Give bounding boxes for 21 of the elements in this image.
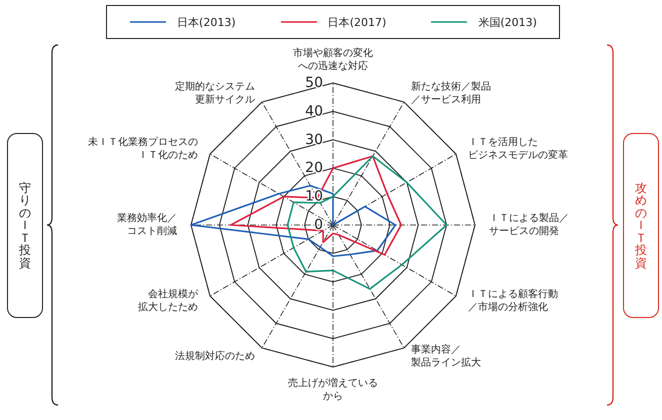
y-tick-label: 50 (305, 75, 323, 91)
spoke-label: ＩＴによる製品／サービスの開発 (489, 212, 569, 237)
rounded-frame: 守りのＩＴ投資 (7, 133, 43, 318)
spoke-label: 会社規模が拡大したため (138, 288, 199, 313)
spoke-label: ＩＴを活用したビジネスモデルの変革 (468, 136, 568, 161)
y-tick-label: 20 (305, 160, 323, 176)
spoke-label: 法規制対応のため (175, 350, 255, 362)
y-tick-label: 40 (305, 103, 323, 120)
legend-label: 日本(2017) (328, 14, 386, 30)
spoke-label: 事業内容／製品ライン拡大 (411, 344, 481, 369)
spoke-label: 市場や顧客の変化への迅速な対応 (293, 47, 373, 72)
rounded-frame: 攻めのＩＴ投資 (623, 133, 659, 318)
spoke-label: 未ＩＴ化業務プロセスのＩＴ化のため (88, 136, 198, 161)
legend-label: 日本(2013) (177, 14, 236, 30)
spoke-label: ＩＴによる顧客行動／市場の分析強化 (468, 288, 558, 313)
spoke-label: 定期的なシステム更新サイクル (175, 80, 255, 106)
legend-label: 米国(2013) (478, 14, 537, 30)
spoke-label: 売上げが増えているから (288, 377, 378, 402)
y-tick-label: 30 (305, 132, 323, 148)
spoke-label: 新たな技術／製品／サービス利用 (411, 80, 491, 106)
spoke-label: 業務効率化／コスト削減 (117, 212, 177, 237)
